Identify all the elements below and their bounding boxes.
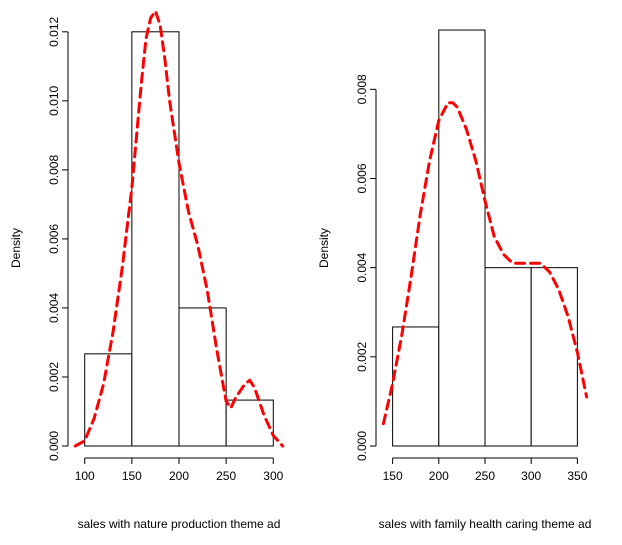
panel-2-y-tick-label: 0.004	[355, 252, 369, 282]
panel-1-y-tick-label: 0.010	[47, 85, 61, 115]
panel-1-x-tick-label: 150	[122, 469, 142, 483]
panel-1-x-tick-label: 200	[169, 469, 189, 483]
panel-1-group: 100 150 200 250 300 sales with nature product…	[9, 7, 285, 531]
panel-2-x-tick-label: 150	[383, 469, 403, 483]
panel-1-bar	[225, 399, 274, 447]
panel-1-y-tick-label: 0.006	[47, 224, 61, 254]
panel-1-x-axis-title: sales with nature production theme ad	[78, 517, 281, 531]
panel-2-bar	[484, 267, 532, 447]
panel-1-y-tick-label: 0.012	[47, 16, 61, 46]
panel-2-x-tick-label: 300	[521, 469, 541, 483]
panel-2-x-tick-label: 250	[475, 469, 495, 483]
panel-1-y-tick-label: 0.002	[47, 362, 61, 392]
panel-1-y-tick-label: 0.000	[47, 431, 61, 461]
panel-2-x-tick-label: 350	[567, 469, 587, 483]
panel-2-density-curve	[381, 101, 589, 426]
panel-1-density-curve	[73, 7, 285, 448]
panel-2-y-tick-label: 0.006	[355, 163, 369, 193]
panel-2-x-tick-label: 200	[429, 469, 449, 483]
panel-2-group: 150 200 250 300 350 sales with family health …	[317, 29, 592, 531]
panel-1-x-tick-label: 250	[216, 469, 236, 483]
panel-2-bar	[438, 29, 486, 447]
panel-2-y-tick-label: 0.008	[355, 74, 369, 104]
panel-1-bar	[178, 307, 227, 447]
panel-2-y-tick-label: 0.000	[355, 431, 369, 461]
panel-2-y-axis-title: Density	[317, 228, 331, 268]
panel-1-bar	[131, 31, 180, 447]
panel-1-y-tick-label: 0.004	[47, 293, 61, 323]
panel-2-y-tick-label: 0.002	[355, 341, 369, 371]
panel-2-x-axis-title: sales with family health caring theme ad	[379, 517, 592, 531]
panel-1-x-tick-label: 300	[263, 469, 283, 483]
panel-1-y-axis-title: Density	[9, 228, 23, 268]
panel-2-bar	[530, 267, 578, 447]
panel-1-x-tick-label: 100	[75, 469, 95, 483]
panel-1-bar	[84, 353, 133, 447]
panel-1-y-tick-label: 0.008	[47, 155, 61, 185]
